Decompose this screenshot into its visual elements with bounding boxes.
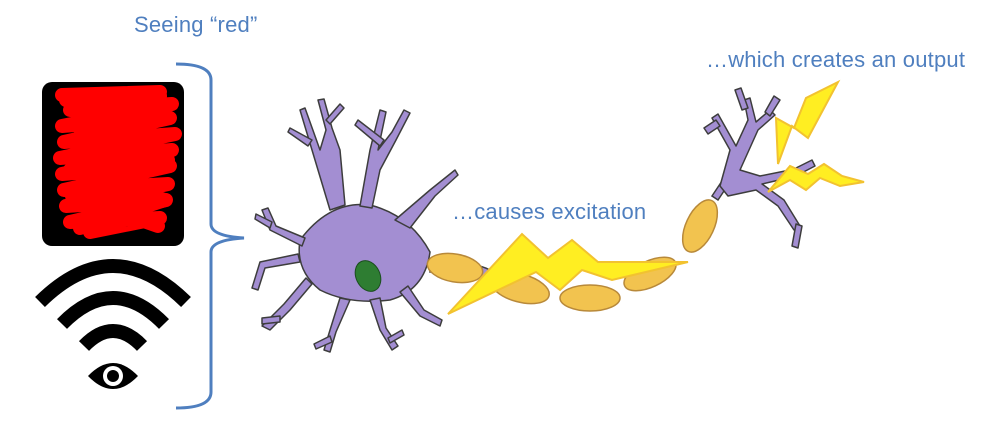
output-lightning-lower (767, 162, 865, 193)
label-creates-output: …which creates an output (706, 47, 966, 72)
myelin-sheath (559, 284, 621, 312)
label-seeing-red: Seeing “red” (134, 12, 258, 37)
brace-bracket (175, 62, 245, 410)
eye-signal-icon (35, 259, 191, 389)
myelin-sheath (426, 252, 484, 284)
output-lightning-upper (774, 79, 841, 165)
label-causes-excitation: …causes excitation (452, 199, 647, 224)
nucleus (354, 260, 382, 292)
axon (426, 176, 732, 312)
excitation-lightning (447, 232, 689, 315)
neuron-cell-body (251, 98, 459, 353)
myelin-sheath (681, 199, 719, 253)
axon-terminals (703, 87, 816, 249)
red-swatch-icon (42, 82, 184, 246)
